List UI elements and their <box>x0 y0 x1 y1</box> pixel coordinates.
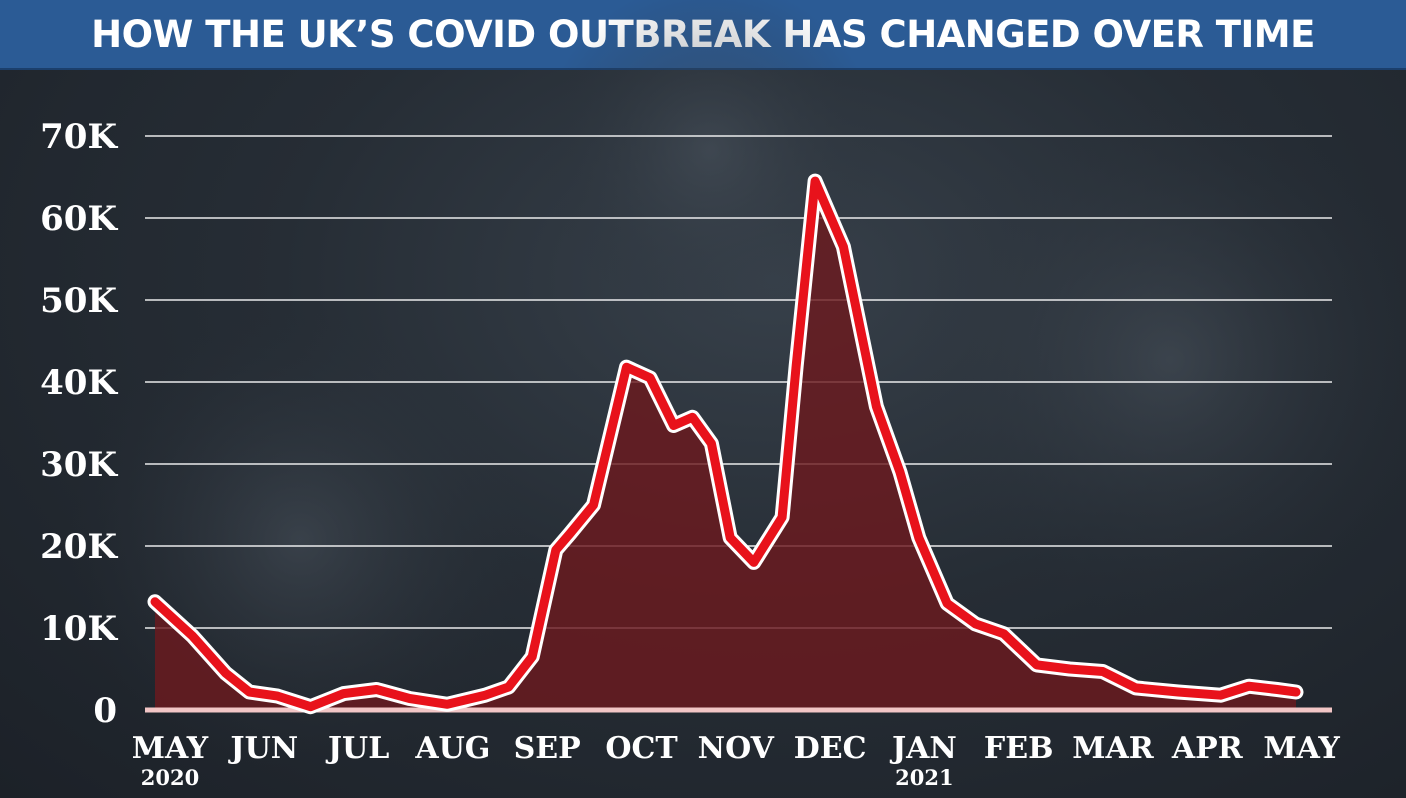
x-tick-label: AUG <box>414 731 490 766</box>
x-tick-label: MAY <box>1263 731 1340 766</box>
y-tick-label: 10K <box>40 609 118 649</box>
x-tick-label: FEB <box>984 731 1054 766</box>
y-tick-label: 30K <box>40 445 118 485</box>
x-tick-label: MAR <box>1072 731 1154 766</box>
virus-background-decoration <box>70 0 1406 770</box>
x-axis: MAY JUN JUL AUG SEP OCT NOV DEC JAN FEB MAR APR MAY2… <box>132 731 1341 790</box>
y-tick-label: 70K <box>40 117 118 157</box>
y-axis: 0 10K 20K 30K 40K 50K 60K 70K <box>40 117 118 731</box>
y-tick-label: 50K <box>40 281 118 321</box>
x-year-label: 2020 <box>141 765 199 790</box>
x-tick-label: JUL <box>325 731 389 766</box>
area-layer <box>145 181 1332 713</box>
x-tick-label: NOV <box>698 731 775 766</box>
series-line <box>150 176 1301 712</box>
x-tick-label: JAN <box>889 731 957 766</box>
y-tick-label: 20K <box>40 527 118 567</box>
x-tick-label: SEP <box>514 731 581 766</box>
series-area <box>155 181 1296 711</box>
y-tick-label: 0 <box>93 691 117 731</box>
virus-shape-right <box>910 100 1406 620</box>
x-tick-label: APR <box>1171 731 1244 766</box>
virus-shape-top <box>540 0 880 320</box>
x-tick-label: MAY <box>132 731 209 766</box>
line-layer <box>147 173 1304 715</box>
x-year-label: 2021 <box>895 765 953 790</box>
x-tick-label: DEC <box>794 731 867 766</box>
y-tick-label: 40K <box>40 363 118 403</box>
y-tick-label: 60K <box>40 199 118 239</box>
x-tick-label: OCT <box>605 731 678 766</box>
x-tick-label: JUN <box>227 731 298 766</box>
